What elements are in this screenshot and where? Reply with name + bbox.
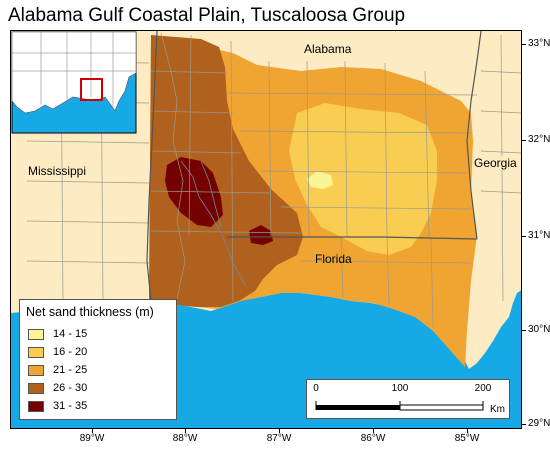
- state-label-alabama: Alabama: [304, 42, 352, 56]
- legend-title: Net sand thickness (m): [26, 305, 154, 319]
- lon-label: 87°W: [266, 433, 292, 444]
- zone-31-35-small: [249, 225, 273, 245]
- legend-swatch: [28, 328, 44, 340]
- legend-swatch: [28, 364, 44, 376]
- inset-highlight-box: [80, 78, 103, 101]
- lat-tick: [522, 140, 526, 141]
- scale-bar-graphic: [315, 401, 484, 411]
- lon-label: 86°W: [360, 433, 386, 444]
- lon-label: 88°W: [172, 433, 198, 444]
- legend-swatch: [28, 346, 44, 358]
- state-label-florida: Florida: [315, 252, 352, 266]
- lat-tick: [522, 236, 526, 237]
- map-title: Alabama Gulf Coastal Plain, Tuscaloosa G…: [8, 5, 406, 26]
- legend-label: 26 - 30: [53, 382, 88, 394]
- legend-item: 16 - 20: [28, 344, 87, 360]
- lat-tick: [522, 330, 526, 331]
- lon-tick: [373, 429, 374, 433]
- lat-label: 31°N: [528, 230, 550, 241]
- scale-bar: 0 100 200 Km: [306, 379, 510, 419]
- state-label-mississippi: Mississippi: [28, 164, 87, 178]
- lon-tick: [467, 429, 468, 433]
- legend-label: 21 - 25: [53, 364, 88, 376]
- inset-map: [11, 31, 137, 134]
- scale-label: 200: [474, 383, 492, 394]
- legend-item: 31 - 35: [28, 398, 87, 414]
- state-boundaries: [146, 31, 482, 302]
- rivers: [180, 160, 246, 286]
- state-label-georgia: Georgia: [474, 156, 517, 170]
- legend-item: 14 - 15: [28, 326, 87, 342]
- scale-unit: Km: [490, 404, 505, 415]
- zone-14-15: [307, 171, 333, 189]
- scale-label: 100: [391, 383, 409, 394]
- legend-swatch: [28, 382, 44, 394]
- legend-label: 14 - 15: [53, 328, 88, 340]
- lon-tick: [185, 429, 186, 433]
- legend-swatch: [28, 400, 44, 412]
- legend-label: 16 - 20: [53, 346, 88, 358]
- legend-item: 21 - 25: [28, 362, 87, 378]
- legend: Net sand thickness (m) 14 - 15 16 - 20 2…: [19, 299, 177, 420]
- lat-tick: [522, 44, 526, 45]
- lat-tick: [522, 424, 526, 425]
- zone-16-20: [289, 103, 437, 255]
- lat-label: 30°N: [528, 324, 550, 335]
- lon-tick: [279, 429, 280, 433]
- lat-label: 32°N: [528, 134, 550, 145]
- lat-label: 29°N: [528, 418, 550, 429]
- county-lines: [26, 32, 521, 328]
- lat-label: 33°N: [528, 38, 550, 49]
- scale-label: 0: [313, 383, 319, 394]
- lon-tick: [92, 429, 93, 433]
- legend-label: 31 - 35: [53, 400, 88, 412]
- lon-label: 85°W: [454, 433, 480, 444]
- lon-label: 89°W: [79, 433, 105, 444]
- legend-item: 26 - 30: [28, 380, 87, 396]
